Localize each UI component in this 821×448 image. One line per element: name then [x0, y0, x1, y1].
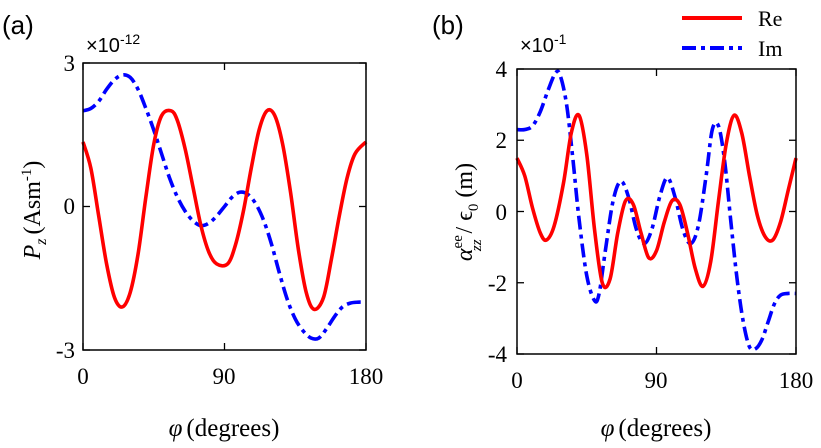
panel-b-xtick-label: 0 — [511, 368, 523, 393]
panel-a-series-im — [82, 73, 367, 341]
panel-a-axis-frame — [82, 62, 367, 351]
panel-b-ytick-label: -4 — [488, 342, 508, 367]
panel-a-scale: ×10-12 — [86, 31, 140, 57]
panel-a: (a) ×10-12 3 0 -3 0 90 180 φ (degrees) Pz… — [2, 10, 383, 442]
panel-a-ytick-label: 0 — [64, 194, 76, 219]
panel-b-series-re — [515, 112, 798, 290]
panel-a-xtick-label: 0 — [77, 364, 89, 389]
panel-a-xlabel: φ (degrees) — [169, 415, 280, 442]
panel-b-xtick-label: 180 — [779, 368, 814, 393]
panel-a-xtick-label: 90 — [213, 364, 236, 389]
panel-a-ytick-label: -3 — [56, 338, 75, 363]
panel-b-xlabel: φ (degrees) — [601, 415, 712, 442]
panel-b-xtick-label: 90 — [645, 368, 668, 393]
panel-b-series-im — [516, 69, 797, 352]
legend-label-re: Re — [758, 6, 782, 31]
panel-a-xtick-label: 180 — [349, 364, 384, 389]
legend-label-im: Im — [758, 36, 782, 61]
panel-b-ytick-label: 4 — [496, 57, 508, 82]
panel-b-scale: ×10-1 — [520, 31, 567, 57]
panel-b-label: (b) — [432, 10, 464, 40]
panel-a-ytick-label: 3 — [64, 51, 76, 76]
panel-a-ylabel: Pz(Asm-1) — [19, 161, 50, 261]
panel-b-ytick-label: 0 — [496, 200, 508, 225]
panel-b-ytick-label: 2 — [496, 128, 508, 153]
legend: Re Im — [682, 6, 782, 61]
panel-b-axis-frame — [516, 68, 797, 355]
panel-a-series-re — [81, 107, 368, 312]
panel-b-series — [515, 69, 798, 352]
panel-b: (b) ×10-1 4 2 0 -2 -4 0 90 180 φ (degrees… — [432, 6, 813, 442]
panel-a-label: (a) — [2, 10, 34, 40]
panel-b-ytick-label: -2 — [488, 271, 507, 296]
panel-b-ylabel: αee zz / ϵ0 (m) — [450, 163, 485, 261]
panel-a-series — [81, 73, 368, 341]
